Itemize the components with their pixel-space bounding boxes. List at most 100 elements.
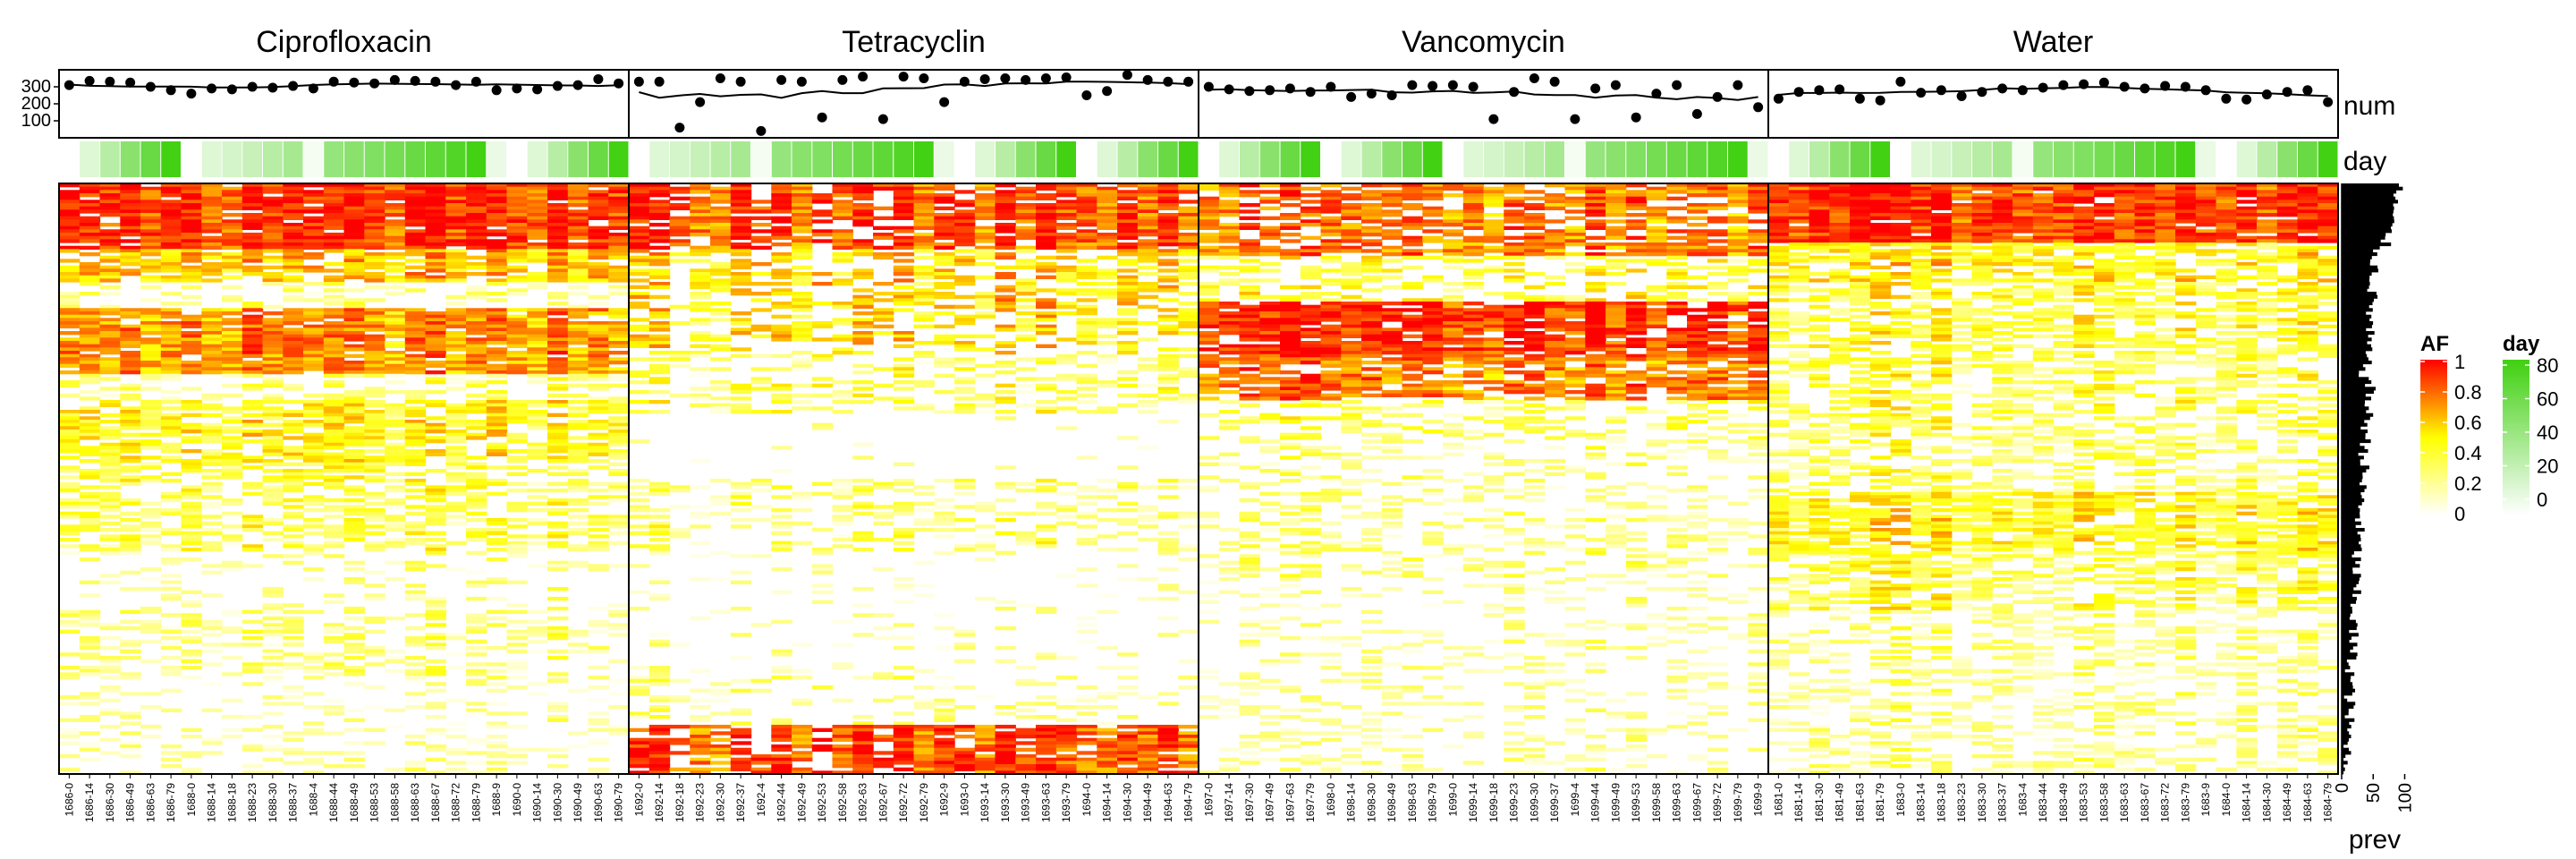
heat-cell <box>283 268 304 273</box>
num-trend-line <box>639 81 1189 99</box>
heat-cell <box>466 363 487 368</box>
heat-cell <box>262 668 284 673</box>
heat-cell <box>1015 767 1037 771</box>
heat-cell <box>1076 318 1097 322</box>
heat-cell <box>1097 518 1118 523</box>
heat-cell <box>852 744 874 749</box>
heat-cell <box>811 282 834 286</box>
heat-cell <box>547 203 569 208</box>
heat-cell <box>608 403 630 407</box>
heat-cell <box>486 452 508 456</box>
heat-cell <box>506 420 528 424</box>
heat-cell <box>99 311 121 316</box>
heat-cell <box>486 331 508 336</box>
heat-cell <box>1137 383 1159 387</box>
heat-cell <box>893 373 915 378</box>
heat-cell <box>283 452 304 456</box>
heat-cell <box>527 426 548 430</box>
heat-cell <box>608 223 630 227</box>
heat-cell <box>262 223 284 227</box>
heat-cell <box>79 190 101 194</box>
heat-cell <box>343 367 365 371</box>
heat-cell <box>588 327 609 332</box>
heat-cell <box>648 747 671 752</box>
heat-cell <box>629 410 650 414</box>
heat-cell <box>648 337 671 342</box>
heat-cell <box>99 351 121 355</box>
heat-cell <box>893 292 915 296</box>
heat-cell <box>181 331 202 336</box>
heat-cell <box>404 705 427 710</box>
heat-cell <box>1036 255 1057 259</box>
heat-cell <box>59 501 80 506</box>
heat-cell <box>1117 285 1139 289</box>
heat-cell <box>771 544 792 549</box>
heat-cell <box>140 252 162 257</box>
heat-cell <box>792 498 813 503</box>
heat-cell <box>771 676 792 680</box>
day-cell <box>1524 141 1545 177</box>
heat-cell <box>486 449 508 454</box>
day-cell <box>1138 141 1157 177</box>
heat-cell <box>404 233 427 237</box>
heat-cell <box>934 186 955 191</box>
heat-cell <box>669 259 691 263</box>
heat-cell <box>303 363 325 368</box>
heat-cell <box>506 668 528 673</box>
heat-cell <box>608 432 630 437</box>
heat-cell <box>792 308 813 312</box>
heat-cell <box>283 534 304 539</box>
heat-cell <box>730 524 752 529</box>
heat-cell <box>120 587 141 591</box>
heat-cell <box>527 508 548 513</box>
heat-cell <box>750 245 772 250</box>
heat-cell <box>120 459 141 464</box>
heat-cell <box>323 626 345 631</box>
heat-cell <box>1137 737 1159 742</box>
heat-cell <box>567 531 589 535</box>
heat-cell <box>201 406 223 411</box>
heat-cell <box>974 695 996 700</box>
heat-cell <box>181 318 202 322</box>
sample-tick-label: 1694-30 <box>1121 783 1133 822</box>
heat-cell <box>954 203 976 208</box>
heat-cell <box>160 370 182 375</box>
heat-cell <box>1199 209 1220 214</box>
heat-cell <box>506 548 528 552</box>
heat-cell <box>323 554 345 558</box>
heat-cell <box>222 225 243 230</box>
heat-cell <box>954 396 976 401</box>
heat-cell <box>690 770 711 775</box>
heat-cell <box>1097 341 1118 345</box>
heat-cell <box>404 390 427 395</box>
heat-cell <box>1076 186 1097 191</box>
heat-cell <box>934 515 955 519</box>
heat-cell <box>547 363 569 368</box>
heat-cell <box>1157 183 1179 188</box>
heat-cell <box>1117 747 1139 752</box>
heat-cell <box>385 515 406 519</box>
heat-cell <box>181 521 202 525</box>
heat-cell <box>1137 223 1159 227</box>
heat-cell <box>730 711 752 716</box>
heat-cell <box>323 337 345 342</box>
heat-cell <box>710 761 732 765</box>
heat-cell <box>323 294 345 299</box>
heat-cell <box>262 242 284 247</box>
heat-cell <box>913 239 935 243</box>
heat-cell <box>59 259 80 263</box>
heat-cell <box>303 341 325 345</box>
heat-cell <box>445 193 467 198</box>
heat-cell <box>160 223 182 227</box>
heat-cell <box>120 216 141 220</box>
heat-cell <box>995 285 1016 289</box>
heat-cell <box>893 511 915 515</box>
num-point <box>979 73 990 84</box>
heat-cell <box>59 449 80 454</box>
heat-cell <box>1157 361 1179 365</box>
heat-cell <box>120 383 141 387</box>
heat-cell <box>588 249 609 253</box>
heat-cell <box>1055 761 1078 765</box>
heat-cell <box>385 455 406 460</box>
heat-cell <box>710 262 732 267</box>
